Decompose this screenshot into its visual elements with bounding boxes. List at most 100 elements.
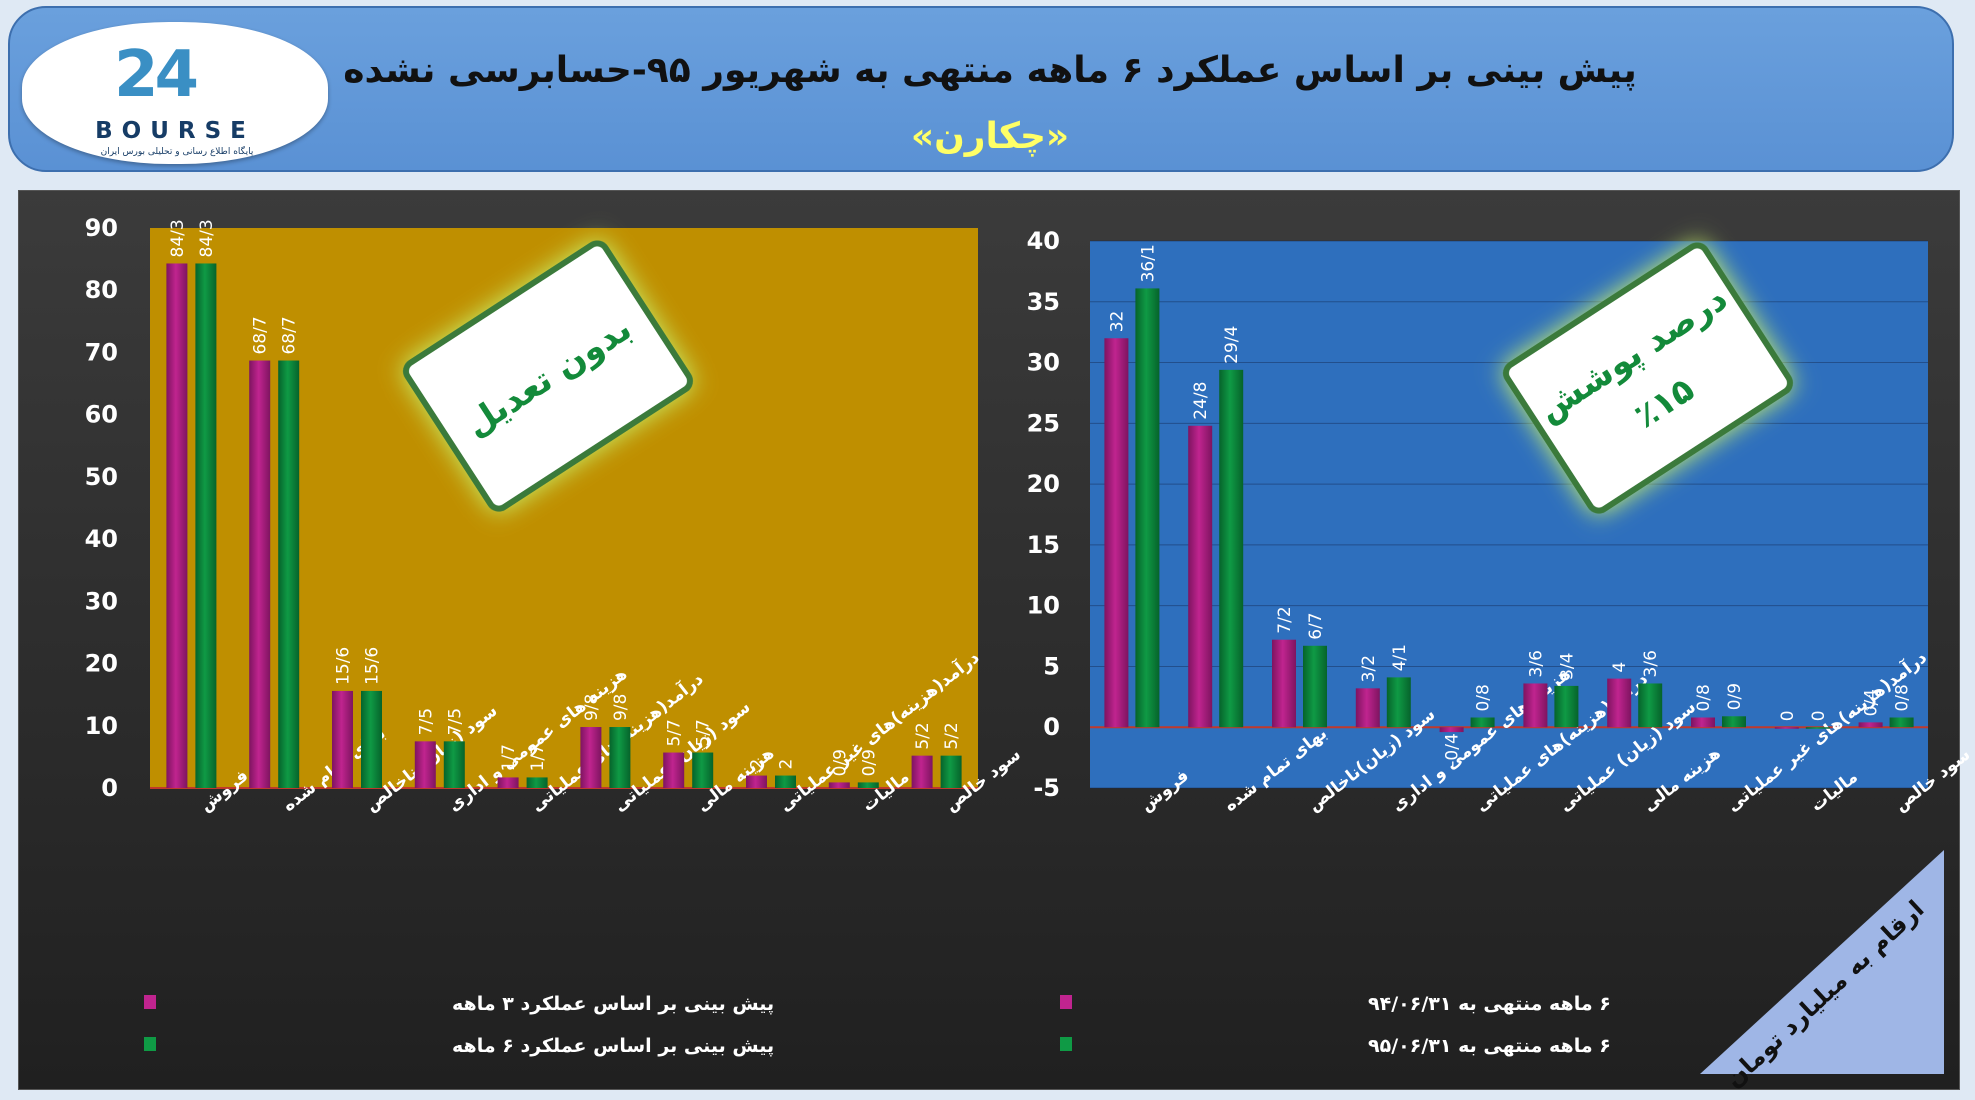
right-bar xyxy=(1104,338,1129,728)
right-data-label: 0/8 xyxy=(1694,684,1714,711)
left-data-label: 9/8 xyxy=(611,694,631,721)
right-data-label: 4 xyxy=(1610,662,1630,673)
right-data-label: 0/8 xyxy=(1893,684,1913,711)
logo-tagline: پایگاه اطلاع رسانی و تحلیلی بورس ایران xyxy=(100,147,254,157)
left-bar xyxy=(609,727,631,788)
logo-mark: 24 xyxy=(114,38,199,112)
right-y-tick-label: -5 xyxy=(1033,774,1060,802)
left-y-tick-label: 40 xyxy=(85,525,118,553)
right-bar xyxy=(1386,677,1411,728)
left-y-tick-label: 20 xyxy=(85,650,118,678)
right-legend-swatch xyxy=(1060,1037,1072,1051)
right-data-label: 7/2 xyxy=(1275,606,1295,633)
right-y-tick-label: 5 xyxy=(1043,652,1060,680)
right-y-tick-label: 15 xyxy=(1027,531,1060,559)
right-data-label: -0/4 xyxy=(1443,733,1463,767)
right-y-tick-label: 0 xyxy=(1043,713,1060,741)
right-bar xyxy=(1889,717,1914,728)
left-data-label: 2 xyxy=(748,759,768,770)
left-bar xyxy=(278,360,300,788)
right-data-label: 29/4 xyxy=(1222,326,1242,364)
right-data-label: 0/4 xyxy=(1862,689,1882,716)
right-data-label: 0 xyxy=(1778,710,1798,721)
right-data-label: 32 xyxy=(1107,311,1127,333)
left-y-tick-label: 60 xyxy=(85,401,118,429)
left-data-label: 1/7 xyxy=(528,744,548,771)
left-data-label: 0/9 xyxy=(859,749,879,776)
unit-note-banner: ارقام به میلیارد تومان xyxy=(1700,850,1944,1093)
left-bar xyxy=(166,263,188,788)
right-bar xyxy=(1638,683,1663,728)
right-callout: درصد پوشش٪۱۵ xyxy=(1503,242,1793,514)
right-callout-box xyxy=(1503,242,1793,514)
right-data-label: 3/6 xyxy=(1526,650,1546,677)
left-data-label: 0/9 xyxy=(830,749,850,776)
left-data-label: 84/3 xyxy=(168,219,188,257)
right-bar xyxy=(1188,425,1213,728)
left-y-tick-label: 10 xyxy=(85,712,118,740)
right-data-label: 0 xyxy=(1809,710,1829,721)
left-data-label: 68/7 xyxy=(251,316,271,354)
right-bar xyxy=(1722,716,1746,728)
left-bar xyxy=(857,782,879,788)
left-bar xyxy=(911,755,933,788)
right-data-label: 0/9 xyxy=(1725,683,1745,710)
right-bar xyxy=(1470,717,1495,728)
bourse24-logo: 24 BOURSE پایگاه اطلاع رسانی و تحلیلی بو… xyxy=(22,22,328,164)
left-bar xyxy=(249,360,271,788)
left-bar xyxy=(692,752,714,788)
right-legend-label: ۶ ماهه منتهی به ۹۴/۰۶/۳۱ xyxy=(1368,993,1611,1015)
right-data-label: 4/1 xyxy=(1390,644,1410,671)
left-callout: بدون تعدیل xyxy=(403,240,693,512)
left-bar xyxy=(195,263,217,788)
left-legend-swatch xyxy=(144,995,156,1009)
left-data-label: 15/6 xyxy=(334,647,354,685)
right-y-tick-label: 30 xyxy=(1027,349,1060,377)
left-bar xyxy=(940,755,962,788)
left-data-label: 68/7 xyxy=(280,316,300,354)
left-bar xyxy=(526,777,548,788)
right-bar xyxy=(1858,722,1883,728)
right-bar xyxy=(1135,288,1160,728)
page-title: پیش بینی بر اساس عملکرد ۶ ماهه منتهی به … xyxy=(343,50,1637,91)
left-legend-label: پیش بینی بر اساس عملکرد ۳ ماهه xyxy=(452,993,774,1015)
left-y-tick-label: 90 xyxy=(85,214,118,242)
right-bar xyxy=(1805,727,1830,729)
left-y-tick-label: 50 xyxy=(85,463,118,491)
left-data-label: 5/7 xyxy=(665,719,685,746)
right-y-tick-label: 10 xyxy=(1027,592,1060,620)
left-bar xyxy=(663,752,685,788)
right-data-label: 24/8 xyxy=(1191,382,1211,420)
left-legend-swatch xyxy=(144,1037,156,1051)
left-bar xyxy=(580,727,602,788)
left-bar xyxy=(775,775,796,788)
right-bar xyxy=(1439,727,1464,733)
right-bar xyxy=(1219,369,1244,728)
logo-word: BOURSE xyxy=(95,118,255,144)
right-data-label: 3/6 xyxy=(1641,650,1661,677)
right-bar xyxy=(1272,639,1296,728)
left-data-label: 7/5 xyxy=(416,708,436,735)
right-y-tick-label: 35 xyxy=(1027,288,1060,316)
right-bar xyxy=(1523,683,1548,728)
right-data-label: 0/8 xyxy=(1474,684,1494,711)
header-banner: پیش بینی بر اساس عملکرد ۶ ماهه منتهی به … xyxy=(8,6,1954,172)
right-data-label: 3/4 xyxy=(1557,653,1577,680)
left-y-tick-label: 30 xyxy=(85,587,118,615)
right-bar xyxy=(1554,685,1579,728)
left-bar xyxy=(746,775,767,788)
left-y-tick-label: 80 xyxy=(85,276,118,304)
right-bar xyxy=(1607,678,1632,728)
left-data-label: 2 xyxy=(777,759,797,770)
right-data-label: 6/7 xyxy=(1306,612,1326,639)
right-data-label: 36/1 xyxy=(1138,244,1158,282)
left-bar xyxy=(332,690,353,788)
unit-note-triangle xyxy=(1700,850,1944,1074)
right-legend-swatch xyxy=(1060,995,1072,1009)
right-bar xyxy=(1691,717,1715,728)
right-legend-label: ۶ ماهه منتهی به ۹۵/۰۶/۳۱ xyxy=(1368,1035,1611,1057)
left-y-tick-label: 0 xyxy=(101,774,118,802)
left-data-label: 5/2 xyxy=(913,722,933,749)
page-subtitle: «چکارن» xyxy=(910,116,1070,157)
